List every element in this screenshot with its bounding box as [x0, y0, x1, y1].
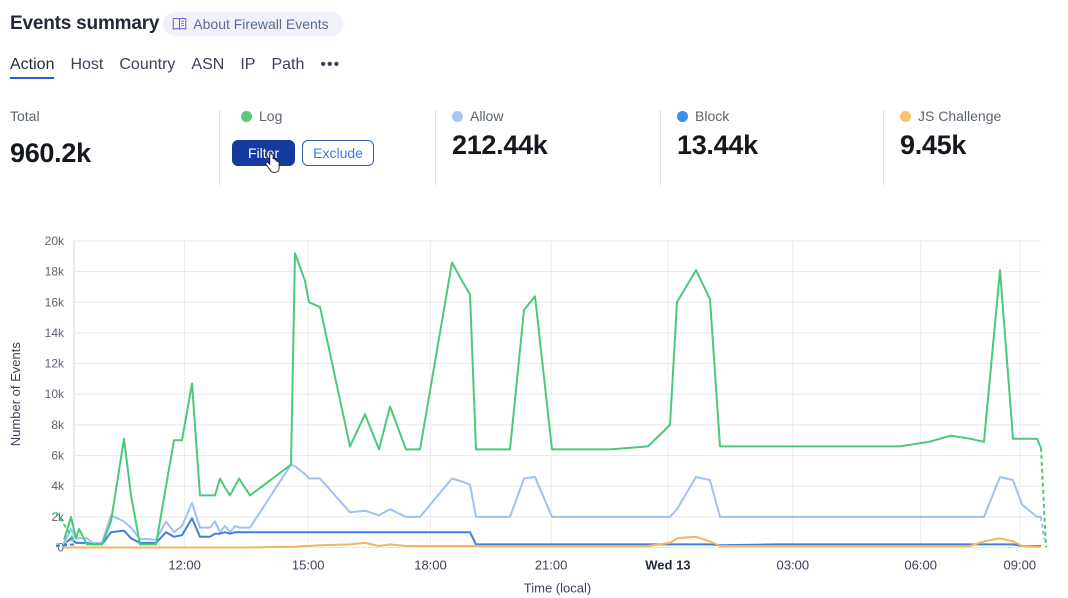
- svg-text:12:00: 12:00: [168, 558, 201, 573]
- svg-text:09:00: 09:00: [1004, 558, 1037, 573]
- svg-text:4k: 4k: [51, 479, 65, 493]
- svg-text:18k: 18k: [45, 265, 65, 279]
- svg-text:14k: 14k: [45, 326, 65, 340]
- svg-text:03:00: 03:00: [777, 558, 810, 573]
- svg-text:15:00: 15:00: [292, 558, 325, 573]
- svg-text:06:00: 06:00: [904, 558, 937, 573]
- svg-text:18:00: 18:00: [414, 558, 447, 573]
- svg-text:12k: 12k: [45, 357, 65, 371]
- svg-text:20k: 20k: [45, 234, 65, 248]
- svg-text:6k: 6k: [51, 449, 65, 463]
- svg-text:Time (local): Time (local): [524, 581, 591, 596]
- svg-text:8k: 8k: [51, 418, 65, 432]
- svg-text:2k: 2k: [51, 510, 65, 524]
- svg-text:Wed 13: Wed 13: [645, 558, 690, 573]
- svg-text:Number of Events: Number of Events: [8, 342, 23, 447]
- svg-text:21:00: 21:00: [535, 558, 568, 573]
- svg-text:10k: 10k: [45, 387, 65, 401]
- svg-text:16k: 16k: [45, 295, 65, 309]
